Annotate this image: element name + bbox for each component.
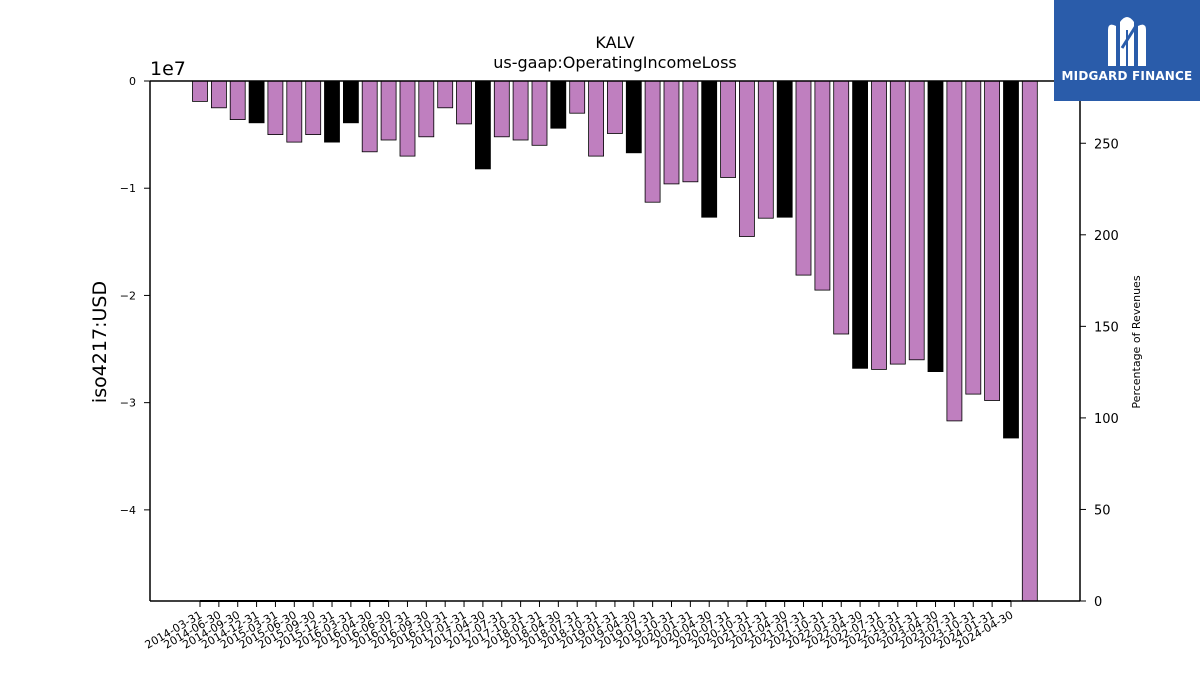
bar-31 — [776, 80, 793, 218]
bar-32 — [795, 80, 812, 276]
y-tick-label: −3 — [120, 397, 136, 410]
bar-8 — [342, 80, 359, 124]
bar-43 — [1003, 80, 1019, 439]
y2-axis-label: Percentage of Revenues — [1130, 275, 1143, 408]
bar-21 — [588, 80, 604, 157]
y2-tick-label: 150 — [1094, 320, 1119, 335]
bar-20 — [569, 80, 586, 114]
bar-38 — [908, 80, 925, 361]
bar-33 — [814, 80, 831, 291]
bar-14 — [456, 80, 472, 125]
bar-22 — [607, 80, 623, 134]
y2-axis-ticks: 0 50 100 150 200 250 — [1080, 137, 1119, 610]
y-tick-label: −1 — [120, 182, 136, 195]
y2-tick-label: 100 — [1094, 412, 1119, 427]
bar-35 — [852, 80, 868, 369]
midgard-logo-icon — [1108, 9, 1148, 67]
bar-9 — [361, 80, 378, 153]
plot-frame — [149, 80, 1081, 602]
bar-36 — [871, 80, 887, 370]
chart-subtitle: us-gaap:OperatingIncomeLoss — [493, 53, 737, 72]
y2-tick-label: 0 — [1094, 595, 1102, 610]
bar-28 — [720, 80, 736, 178]
bar-11 — [399, 80, 416, 157]
bar-6 — [305, 80, 322, 135]
bar-15 — [474, 80, 491, 170]
bar-5 — [286, 80, 303, 143]
bar-26 — [682, 80, 699, 183]
chart-title-group: KALV us-gaap:OperatingIncomeLoss — [493, 33, 737, 72]
bar-12 — [418, 80, 435, 138]
bar-0 — [192, 80, 208, 102]
bar-3 — [248, 80, 265, 124]
bar-2 — [229, 80, 246, 120]
bar-34 — [833, 80, 850, 335]
bar-25 — [663, 80, 680, 185]
chart-title: KALV — [595, 33, 634, 52]
bar-series — [192, 80, 1038, 602]
y-offset-label: 1e7 — [150, 58, 186, 80]
bar-30 — [757, 80, 774, 219]
x-axis-ticks: 2014-03-312014-06-302014-09-302014-12-31… — [143, 601, 1015, 652]
y-tick-label: −4 — [120, 504, 136, 517]
bar-41 — [965, 80, 982, 395]
bar-1 — [210, 80, 227, 109]
bar-29 — [739, 80, 755, 237]
bar-24 — [644, 80, 661, 203]
y2-tick-label: 200 — [1094, 229, 1119, 244]
y-tick-label: 0 — [129, 75, 136, 88]
bar-7 — [324, 80, 340, 143]
y-axis-label: iso4217:USD — [89, 281, 111, 403]
y2-tick-label: 50 — [1094, 503, 1111, 518]
bar-23 — [625, 80, 642, 154]
bar-13 — [437, 80, 454, 109]
brand-logo: MIDGARD FINANCE — [1054, 0, 1200, 101]
y-tick-label: −2 — [120, 289, 136, 302]
bar-19 — [550, 80, 567, 129]
y-axis-ticks: 0 −1 −2 −3 −4 — [120, 75, 150, 517]
y2-tick-label: 250 — [1094, 137, 1119, 152]
bar-40 — [946, 80, 963, 422]
bar-27 — [701, 80, 718, 218]
bar-10 — [380, 80, 397, 141]
bar-42 — [984, 80, 1000, 401]
bar-18 — [531, 80, 548, 146]
bar-44 — [1021, 80, 1038, 602]
bar-16 — [493, 80, 510, 138]
bar-17 — [512, 80, 529, 141]
bar-4 — [267, 80, 284, 135]
brand-name: MIDGARD FINANCE — [1061, 69, 1193, 83]
bar-39 — [927, 80, 944, 373]
bar-37 — [889, 80, 906, 365]
